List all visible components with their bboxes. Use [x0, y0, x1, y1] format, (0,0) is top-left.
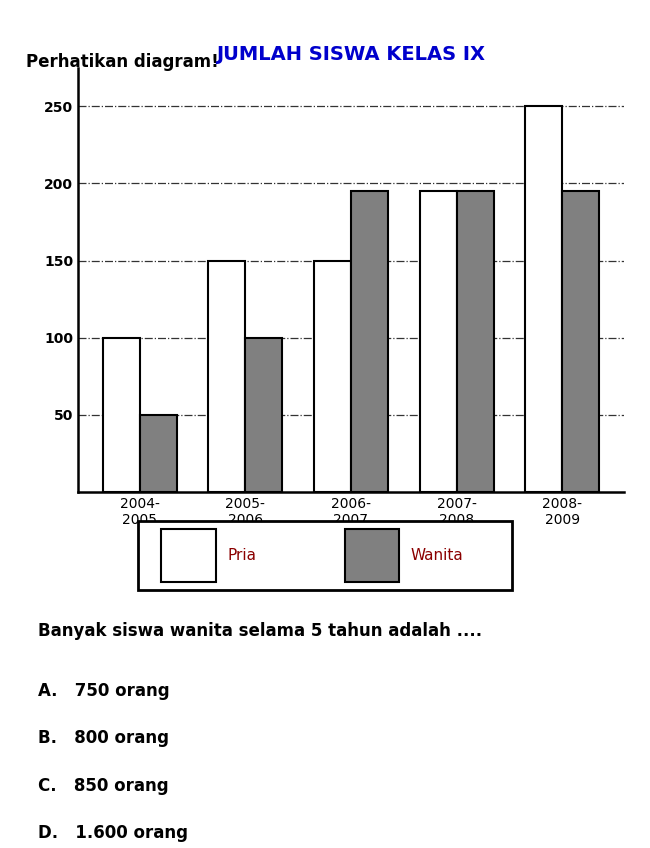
Text: A.   750 orang: A. 750 orang [38, 682, 170, 700]
Bar [103, 338, 140, 492]
FancyBboxPatch shape [138, 521, 512, 590]
Text: Perhatikan diagram!: Perhatikan diagram! [26, 53, 219, 70]
Bar [246, 338, 282, 492]
Text: D.   1.600 orang: D. 1.600 orang [38, 824, 188, 842]
Text: Banyak siswa wanita selama 5 tahun adalah ....: Banyak siswa wanita selama 5 tahun adala… [38, 622, 482, 640]
Bar [525, 106, 562, 492]
Bar [420, 191, 456, 492]
Bar [140, 415, 177, 492]
Text: C.   850 orang: C. 850 orang [38, 777, 169, 795]
Text: Pria: Pria [227, 548, 257, 563]
Bar [209, 260, 246, 492]
Bar [351, 191, 388, 492]
X-axis label: TAHUN PELAJARAN: TAHUN PELAJARAN [270, 541, 432, 555]
Title: JUMLAH SISWA KELAS IX: JUMLAH SISWA KELAS IX [216, 44, 486, 64]
Bar [161, 529, 216, 583]
Bar [314, 260, 351, 492]
Bar [344, 529, 399, 583]
Bar [562, 191, 599, 492]
Text: B.   800 orang: B. 800 orang [38, 729, 169, 747]
Text: Wanita: Wanita [411, 548, 463, 563]
Bar [456, 191, 493, 492]
